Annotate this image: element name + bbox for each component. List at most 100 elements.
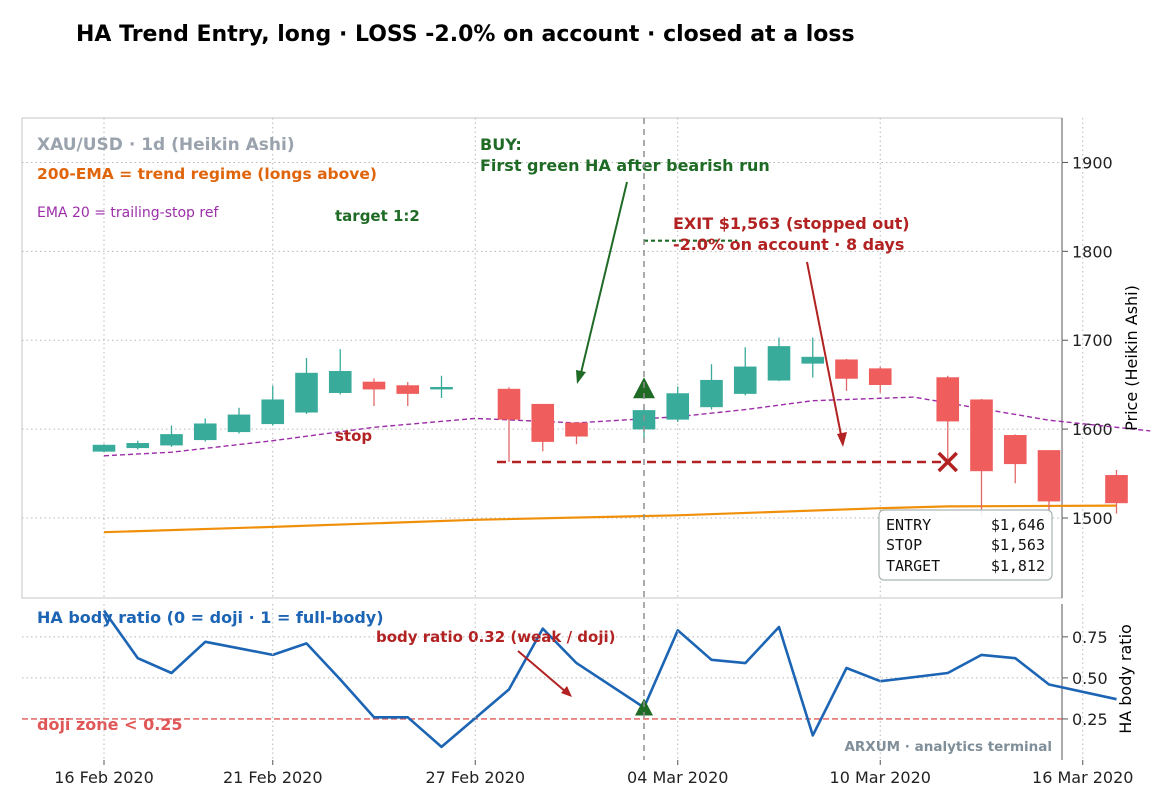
level-lines [497, 239, 948, 464]
bull-candle [92, 444, 116, 453]
candle-body [126, 443, 150, 449]
bull-candle [700, 364, 723, 410]
candle-body [531, 403, 555, 442]
exit-arrow-head [837, 432, 847, 447]
price-tick-label: 1500 [1072, 509, 1113, 528]
ema200-label: 200-EMA = trend regime (longs above) [37, 165, 377, 183]
candle-body [160, 434, 183, 446]
target-label: target 1:2 [335, 207, 420, 225]
watermark: ARXUM · analytics terminal [844, 739, 1052, 755]
bear-candle [868, 366, 892, 393]
ratio-panel-title: HA body ratio (0 = doji · 1 = full-body) [37, 608, 384, 627]
bull-candle [733, 347, 757, 396]
ema200-line [103, 504, 1117, 534]
body-ratio-line [102, 609, 1117, 749]
bull-candle [632, 408, 656, 438]
candle-body [328, 371, 352, 393]
price-y-axis-label: Price (Heikin Ashi) [1122, 285, 1141, 431]
bull-candle [261, 385, 285, 426]
x-axis: 16 Feb 2020 21 Feb 2020 27 Feb 2020 04 Mar … [54, 604, 1133, 787]
candle-body [430, 387, 453, 390]
price-panel: 1500 1600 1700 1800 1900 Price (Heikin Ashi)… [21, 117, 1151, 599]
bear-candle [362, 378, 386, 406]
price-tick-label: 1700 [1072, 331, 1113, 350]
exit-annotation-line1: EXIT $1,563 (stopped out) [673, 214, 910, 233]
ratio-tick-label: 0.25 [1072, 710, 1108, 729]
candle-body [193, 423, 217, 441]
bull-candle [126, 440, 150, 450]
summary-stop-value: $1,563 [991, 536, 1045, 554]
bull-candle [227, 407, 251, 434]
bear-candle [1003, 434, 1027, 484]
candle-body [261, 399, 285, 425]
bear-candle [497, 387, 521, 462]
price-tick-label: 1900 [1072, 153, 1113, 172]
candle-body [835, 359, 858, 379]
x-tick-label: 21 Feb 2020 [223, 768, 323, 787]
candle-body [700, 379, 723, 408]
bear-candle [396, 382, 420, 406]
body-ratio-arrow-head [561, 686, 572, 697]
price-y-ticks: 1500 1600 1700 1800 1900 [1062, 153, 1113, 528]
summary-box: ENTRY $1,646 STOP $1,563 TARGET $1,812 [878, 509, 1053, 581]
summary-target-value: $1,812 [991, 557, 1045, 575]
bear-candle [936, 375, 960, 461]
body-ratio-annotation: body ratio 0.32 (weak / doji) [376, 628, 615, 646]
candle-body [767, 346, 791, 381]
candle-body [497, 388, 521, 420]
body-ratio-arrow-shaft [517, 650, 567, 693]
bull-candle [666, 386, 690, 422]
candle-body [362, 381, 386, 390]
price-tick-label: 1800 [1072, 242, 1113, 261]
trade-markers [633, 377, 958, 473]
candle-body [733, 366, 757, 394]
bear-candle [1037, 450, 1061, 516]
ratio-y-ticks: 0.25 0.50 0.75 [1062, 628, 1108, 729]
candle-body [868, 368, 892, 385]
buy-arrow-shaft [579, 181, 628, 378]
exit-arrow-shaft [806, 261, 843, 441]
candle-body [295, 372, 318, 413]
candle-body [565, 422, 588, 437]
summary-entry-label: ENTRY [886, 516, 931, 534]
candle-body [666, 393, 690, 420]
buy-annotation-line2: First green HA after bearish run [480, 156, 770, 175]
symbol-label: XAU/USD · 1d (Heikin Ashi) [37, 135, 295, 155]
x-tick-label: 16 Mar 2020 [1032, 768, 1133, 787]
ratio-y-axis-label: HA body ratio [1116, 624, 1135, 734]
candle-body [970, 399, 993, 472]
bull-candle [160, 425, 183, 447]
x-tick-label: 27 Feb 2020 [425, 768, 525, 787]
bear-candle [565, 422, 588, 445]
bull-candle [328, 349, 352, 395]
candle-body [227, 414, 251, 433]
ratio-tick-label: 0.75 [1072, 628, 1108, 647]
bull-candle [801, 337, 825, 378]
bull-candle [767, 337, 791, 382]
bull-candle [430, 375, 453, 398]
candle-body [396, 385, 420, 394]
summary-box-frame [878, 509, 1053, 581]
bear-candle [531, 403, 555, 452]
stop-label: stop [335, 427, 372, 445]
price-tick-label: 1600 [1072, 420, 1113, 439]
price-grid [22, 118, 1084, 598]
buy-annotation-line1: BUY: [480, 135, 522, 154]
ema20-label: EMA 20 = trailing-stop ref [37, 205, 219, 221]
summary-stop-label: STOP [886, 536, 922, 554]
x-tick-label: 16 Feb 2020 [54, 768, 154, 787]
candle-body [1003, 435, 1027, 465]
bear-candle [835, 358, 858, 391]
bear-candle [1105, 470, 1128, 514]
bull-candle [295, 358, 318, 414]
summary-target-label: TARGET [886, 557, 940, 575]
ema20-line [103, 396, 1151, 457]
x-tick-label: 10 Mar 2020 [830, 768, 931, 787]
exit-annotation-line2: -2.0% on account · 8 days [673, 235, 904, 254]
ratio-panel: 0.25 0.50 0.75 HA body ratio HA body ratio… [22, 604, 1135, 760]
chart-title: HA Trend Entry, long · LOSS -2.0% on acc… [76, 22, 855, 47]
exit-marker-stroke-b [937, 451, 958, 473]
candle-body [1105, 475, 1128, 504]
candle-body [936, 377, 960, 422]
